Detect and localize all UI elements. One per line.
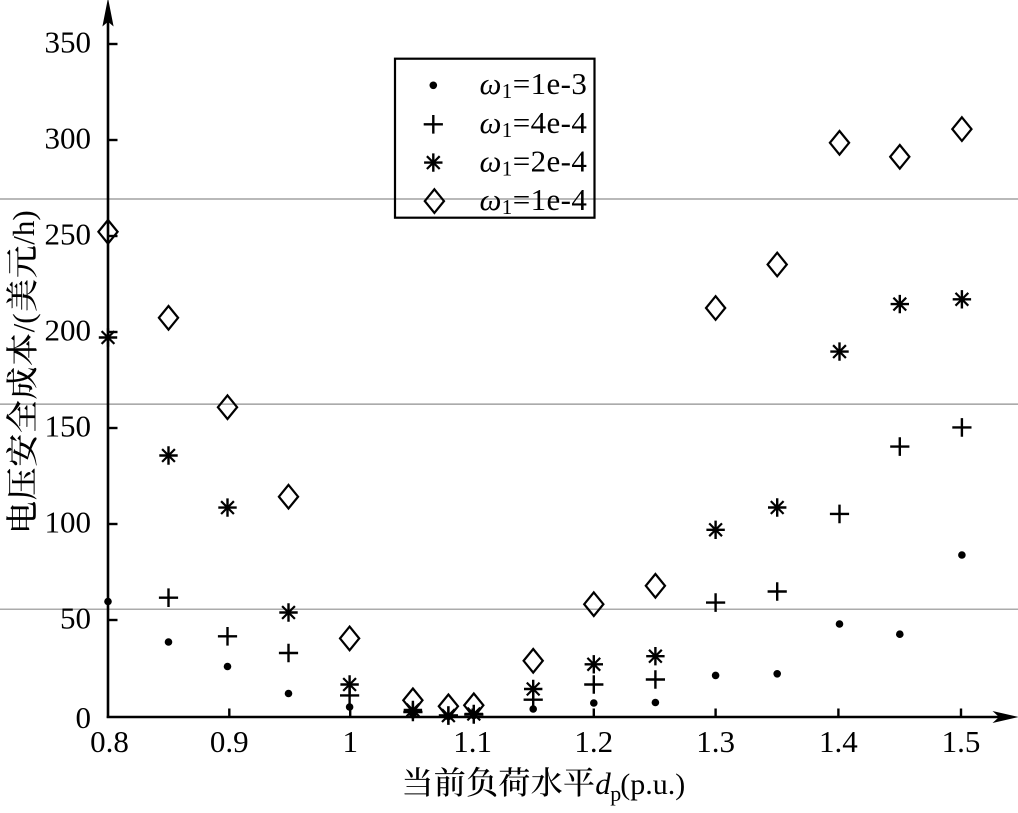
svg-text:p: p [610,781,621,806]
svg-text:d: d [595,766,611,801]
svg-text:200: 200 [45,312,92,347]
svg-text:300: 300 [45,120,92,155]
svg-text:350: 350 [45,24,92,59]
svg-text:/(: /( [6,313,41,332]
svg-text:1.5: 1.5 [942,724,981,759]
svg-text:(p.u.): (p.u.) [620,768,685,801]
svg-text:1.2: 1.2 [574,724,613,759]
svg-text:250: 250 [45,216,92,251]
svg-text:ω1=4e-4: ω1=4e-4 [480,105,588,142]
svg-text:ω1=2e-4: ω1=2e-4 [480,144,588,181]
svg-text:0.9: 0.9 [210,724,249,759]
svg-text:100: 100 [45,504,92,539]
svg-text:1.1: 1.1 [453,724,492,759]
svg-text:50: 50 [60,600,91,635]
svg-text:1.4: 1.4 [819,724,858,759]
svg-text:ω1=1e-4: ω1=1e-4 [480,182,588,219]
svg-text:/h): /h) [6,210,41,244]
svg-text:ω1=1e-3: ω1=1e-3 [480,66,588,103]
svg-text:1: 1 [342,724,358,759]
svg-text:0: 0 [76,700,92,735]
svg-text:1.3: 1.3 [696,724,735,759]
svg-text:0.8: 0.8 [90,724,129,759]
svg-text:150: 150 [45,408,92,443]
